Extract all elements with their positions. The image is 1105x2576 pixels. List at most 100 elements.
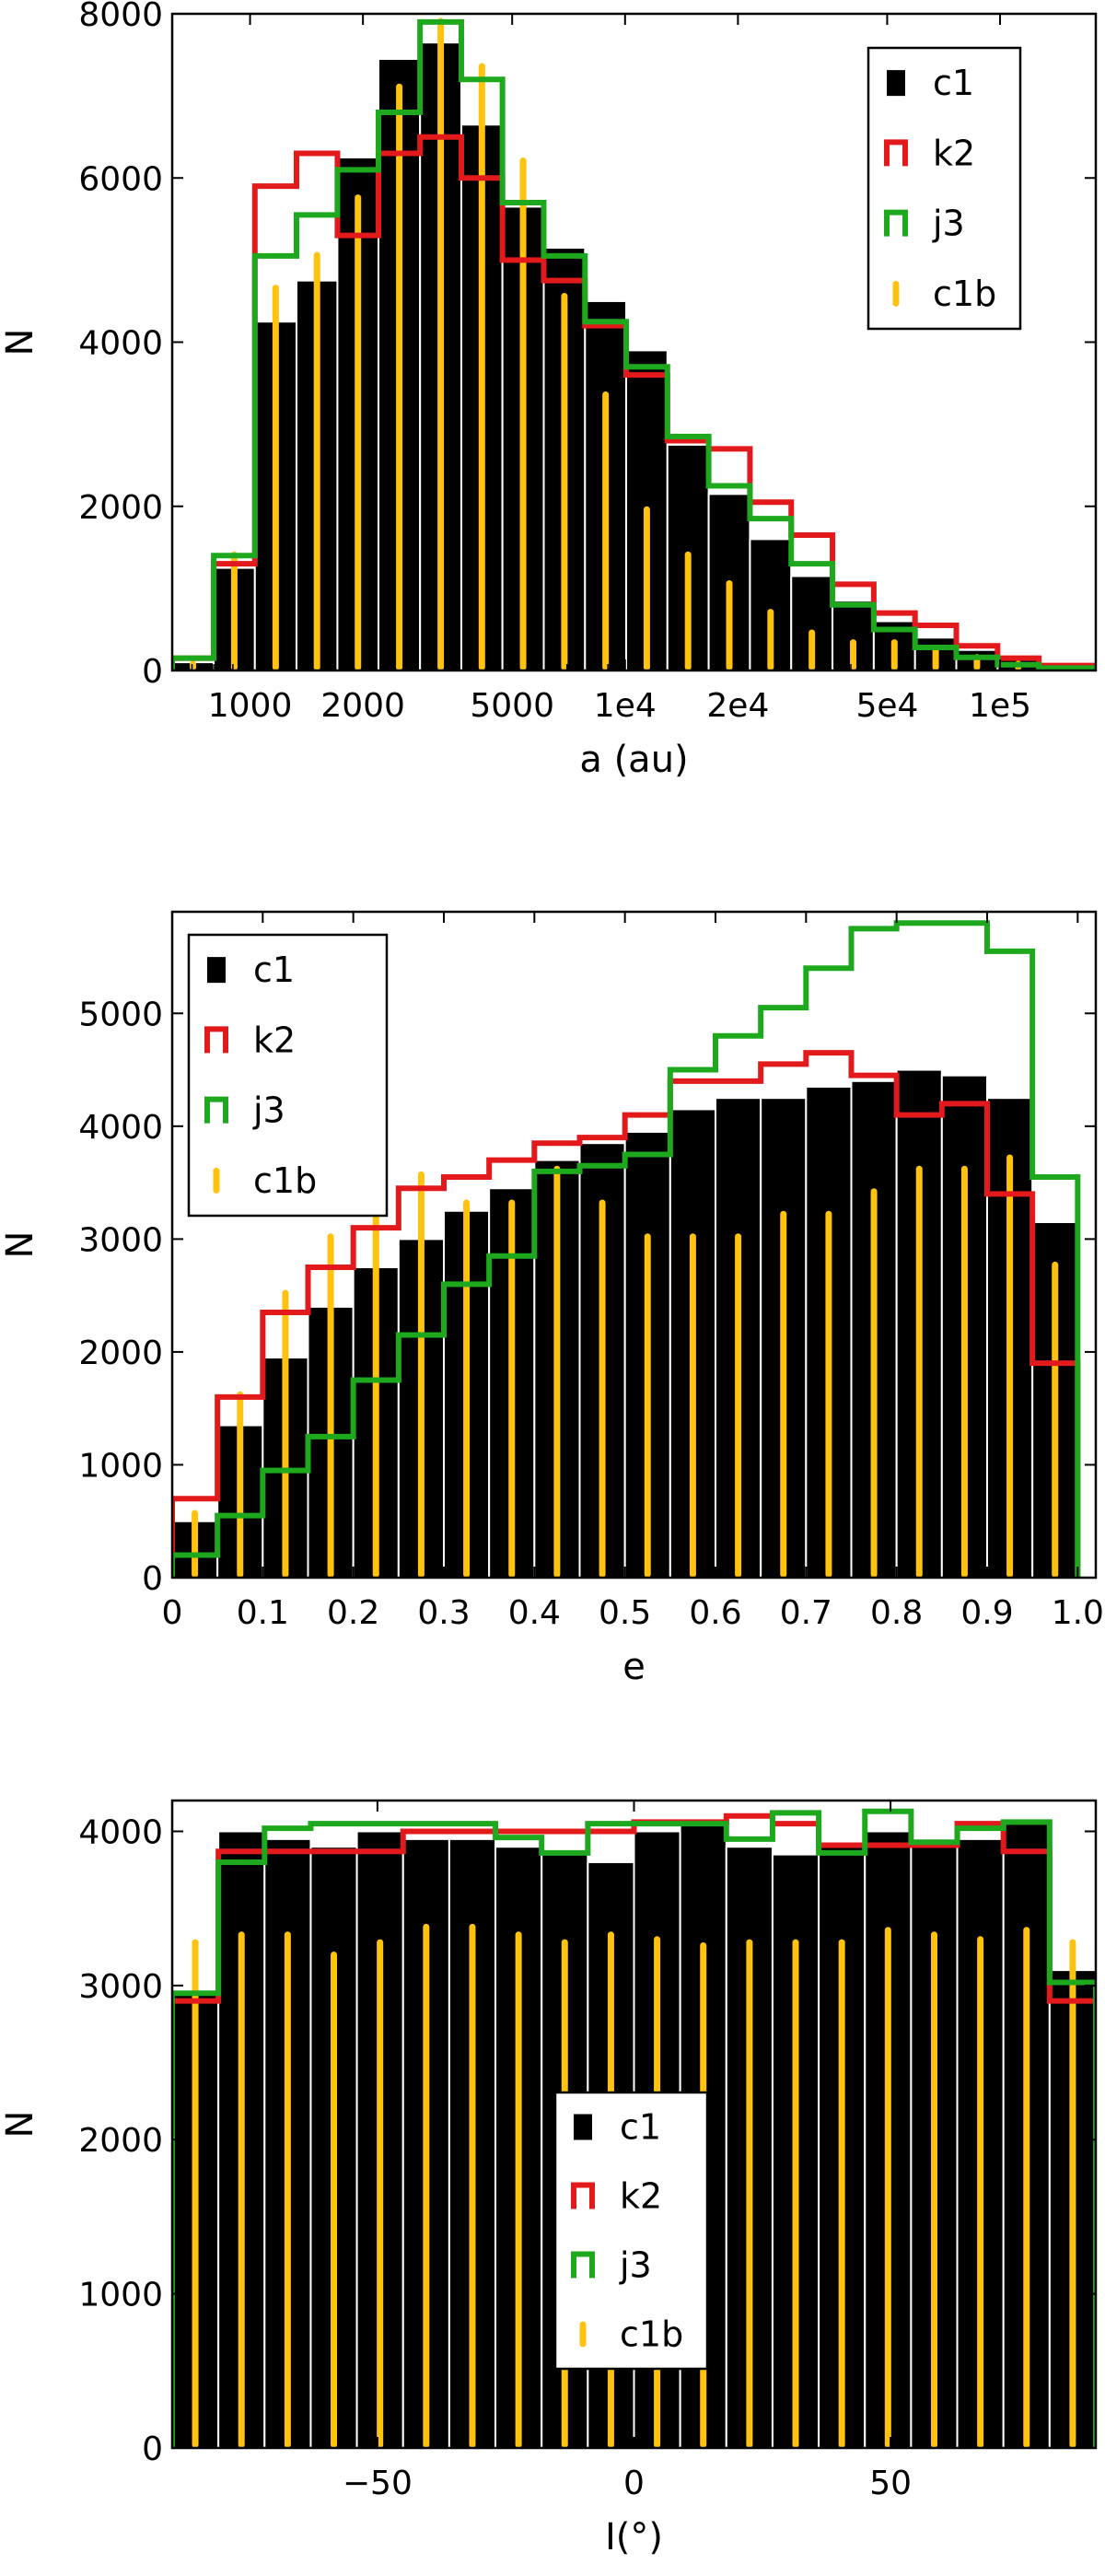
mid-c1b-bar: [915, 1165, 923, 1578]
bot-c1b-bar: [192, 1939, 199, 2448]
mid-legend-label-c1: c1: [253, 950, 295, 990]
bot-c1b-bar: [238, 1931, 245, 2448]
mid-c1b-bar: [960, 1165, 968, 1578]
mid-legend: c1 k2 j3 c1b: [187, 933, 389, 1218]
top-c1b-bar: [684, 551, 692, 670]
mid-xtick-label: 0.6: [689, 1594, 741, 1632]
bot-c1b-bar: [423, 1923, 430, 2448]
mid-c1b-bar: [192, 1509, 199, 1578]
top-c1b-bar: [478, 63, 485, 670]
mid-c1b-bar: [553, 1165, 561, 1578]
mid-c1b-bar: [780, 1210, 787, 1578]
bot-c1b-bar: [1069, 1939, 1076, 2448]
mid-xtick-label: 0.2: [327, 1594, 379, 1632]
top-c1b-bar: [519, 157, 527, 670]
mid-xtick-label: 0.7: [780, 1594, 832, 1632]
top-legend-marker-c1b: [892, 280, 900, 307]
top-xtick-label: 1000: [208, 687, 293, 725]
top-ytick-label: 8000: [78, 0, 163, 34]
top-c1b-bar: [726, 579, 733, 670]
bot-legend-label-k2: k2: [620, 2176, 662, 2217]
mid-xtick-label: 0.4: [508, 1594, 561, 1632]
top-ytick-label: 2000: [78, 489, 163, 527]
bot-c1b-bar: [792, 1939, 799, 2448]
top-xtick-label: 2000: [320, 687, 405, 725]
mid-ytick-label: 3000: [78, 1221, 163, 1259]
mid-chart: 0 1000 2000 3000 4000 5000 0 0.1 0.2 0.3 0.4 0.5 0.6…: [0, 910, 1104, 1688]
mid-frame: [170, 910, 1098, 1579]
top-ytick-label: 0: [142, 653, 163, 691]
top-c1b-bar: [808, 629, 816, 670]
bot-xtick-label: 50: [869, 2465, 912, 2502]
top-legend-label-c1b: c1b: [933, 274, 996, 314]
bot-legend-marker-c1b: [579, 2321, 587, 2348]
top-legend-marker-k2: [884, 139, 908, 167]
bot-c1b-bar: [977, 1936, 984, 2448]
top-c1b-bar: [849, 639, 856, 670]
bot-legend-label-c1: c1: [620, 2107, 661, 2148]
top-c1b-bar: [602, 390, 610, 670]
top-c1b-bar: [932, 647, 939, 670]
mid-xtick-label: 0.5: [599, 1594, 651, 1632]
mid-c1b-bar: [282, 1289, 289, 1578]
bot-ytick-label: 2000: [78, 2122, 163, 2160]
top-c1b-bar: [561, 293, 568, 670]
top-xtick-label: 5000: [470, 687, 554, 725]
bot-ytick-label: 4000: [78, 1813, 163, 1851]
mid-xtick-label: 0.8: [870, 1594, 923, 1632]
top-legend-marker-c1: [887, 70, 905, 97]
top-legend-marker-j3: [884, 209, 908, 237]
mid-xtick-label: 0.9: [960, 1594, 1013, 1632]
top-c1b-bar: [313, 251, 320, 670]
top-c1b-bar: [230, 551, 238, 670]
bot-chart: 0 1000 2000 3000 4000 −50 0 50 I(°) N c1 k2 j3 c1b: [0, 1799, 1098, 2559]
mid-legend-marker-j3: [204, 1096, 228, 1124]
top-xtick-label: 1e5: [969, 687, 1031, 725]
mid-j3-step: [172, 920, 1081, 1578]
bot-c1b-bar: [838, 1939, 845, 2448]
mid-c1b-bar: [689, 1233, 696, 1578]
bot-c1b-bar: [884, 1927, 891, 2448]
bot-legend-label-c1b: c1b: [620, 2314, 683, 2355]
mid-xtick-label: 0: [162, 1594, 183, 1632]
top-xtick-label: 2e4: [706, 687, 769, 725]
mid-c1b-bar: [644, 1233, 651, 1578]
mid-c1b-bar: [372, 1194, 379, 1578]
bot-xlabel: I(°): [605, 2516, 663, 2559]
mid-c1b-bar: [1006, 1154, 1014, 1578]
top-xlabel: a (au): [579, 739, 688, 781]
bot-legend-marker-k2: [571, 2182, 595, 2209]
bot-ytick-label: 1000: [78, 2277, 163, 2314]
mid-c1b-bar: [735, 1233, 742, 1578]
mid-c1b-bar: [870, 1188, 878, 1578]
top-c1b-bar: [890, 639, 898, 670]
mid-ylabel: N: [0, 1231, 41, 1259]
mid-c1b-bar: [463, 1199, 471, 1578]
bot-legend: c1 k2 j3 c1b: [553, 2091, 709, 2371]
top-ytick-label: 6000: [78, 160, 163, 198]
mid-legend-label-k2: k2: [253, 1020, 296, 1060]
top-ylabel: N: [0, 329, 41, 356]
top-c1b-bar: [190, 660, 197, 670]
bot-xtick-label: 0: [623, 2465, 645, 2502]
top-legend-label-j3: j3: [932, 204, 965, 244]
top-legend-label-k2: k2: [933, 133, 975, 173]
bot-c1b-bar: [469, 1923, 476, 2448]
bot-ylabel: N: [0, 2111, 41, 2139]
bot-c1b-bar: [930, 1931, 937, 2448]
top-c1b-bar: [643, 506, 650, 670]
top-c1-bar: [790, 575, 834, 670]
mid-legend-label-c1b: c1b: [253, 1160, 317, 1201]
top-c1b-bar: [437, 17, 445, 670]
mid-legend-label-j3: j3: [252, 1090, 285, 1131]
bot-xtick-label: −50: [343, 2465, 413, 2502]
mid-xtick-label: 0.3: [417, 1594, 470, 1632]
top-plot-area: [172, 17, 1096, 670]
top-legend-label-c1: c1: [933, 63, 974, 103]
top-c1b-bar: [272, 285, 279, 670]
top-xtick-label: 5e4: [855, 687, 918, 725]
top-j3-step: [172, 18, 1096, 670]
mid-ytick-label: 2000: [78, 1335, 163, 1372]
mid-k2-step: [172, 1050, 1081, 1578]
